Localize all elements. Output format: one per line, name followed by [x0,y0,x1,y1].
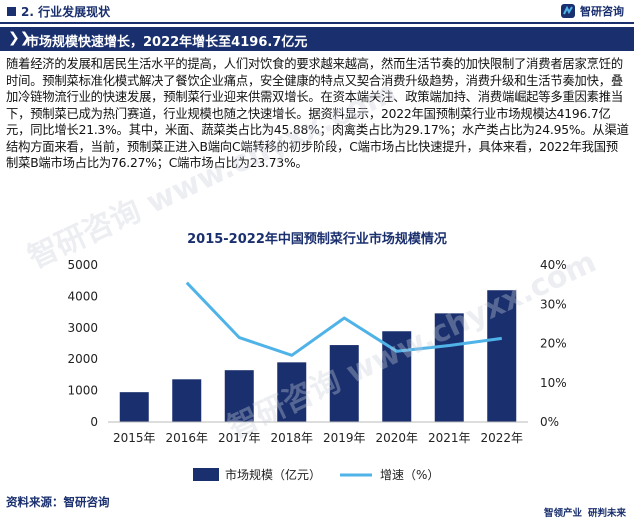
bar [224,370,254,422]
market-size-chart: 0 1000 2000 3000 4000 5000 0% 10% 20% 30% 40% 2015年… [67,258,567,482]
bar [119,392,149,422]
top-header: 2. 行业发展现状 智研咨询 [0,0,634,22]
x-tick-label: 2018年 [270,431,313,445]
y-left-tick-label: 0 [90,415,98,429]
y-left-tick-label: 1000 [67,384,98,398]
title-bar: ❯❯ 市场规模快速增长，2022年增长至4196.7亿元 [0,27,634,51]
brand-logo-icon [561,4,575,18]
y-left-tick-label: 5000 [67,258,98,272]
x-tick-label: 2022年 [480,431,523,445]
bar [487,290,517,422]
y-left-tick-label: 4000 [67,289,98,303]
footer-slogan-left: 智领产业 [543,508,582,519]
brand-logo-text: 智研咨询 [580,5,624,18]
x-tick-label: 2020年 [375,431,418,445]
y-right-tick-label: 30% [540,297,567,311]
x-tick-label: 2021年 [428,431,471,445]
x-tick-label: 2017年 [218,431,261,445]
section-title: 2. 行业发展现状 [21,5,111,19]
growth-line [185,281,503,357]
body-paragraph: 随着经济的发展和居民生活水平的提高，人们对饮食的要求越来越高，然而生活节奏的加快… [6,57,629,170]
y-right-tick-label: 0% [540,415,559,429]
source-note: 资料来源：智研咨询 [6,495,110,509]
slide-title: 市场规模快速增长，2022年增长至4196.7亿元 [26,35,308,50]
bar [329,345,359,422]
legend-bar-swatch [193,468,219,481]
x-tick-label: 2015年 [113,431,156,445]
y-right-tick-label: 10% [540,376,567,390]
y-right-tick-label: 40% [540,258,567,272]
section-square-icon [7,7,16,16]
x-tick-label: 2019年 [323,431,366,445]
legend-bar-label: 市场规模（亿元） [225,467,321,482]
footer-slogan: 智领产业 研判未来 [544,505,626,519]
bar [434,313,464,422]
double-chevron-icon: ❯❯ [8,30,32,46]
y-right-tick-label: 20% [540,337,567,351]
footer-slogan-right: 研判未来 [587,508,626,519]
legend-line-label: 增速（%） [380,468,439,482]
header-divider [0,22,634,24]
y-left-tick-label: 2000 [67,352,98,366]
bar [172,379,202,422]
y-left-tick-label: 3000 [67,321,98,335]
bar [277,362,307,422]
chart-title: 2015-2022年中国预制菜行业市场规模情况 [187,232,447,247]
brand-logo: 智研咨询 [560,2,624,20]
x-tick-label: 2016年 [165,431,208,445]
